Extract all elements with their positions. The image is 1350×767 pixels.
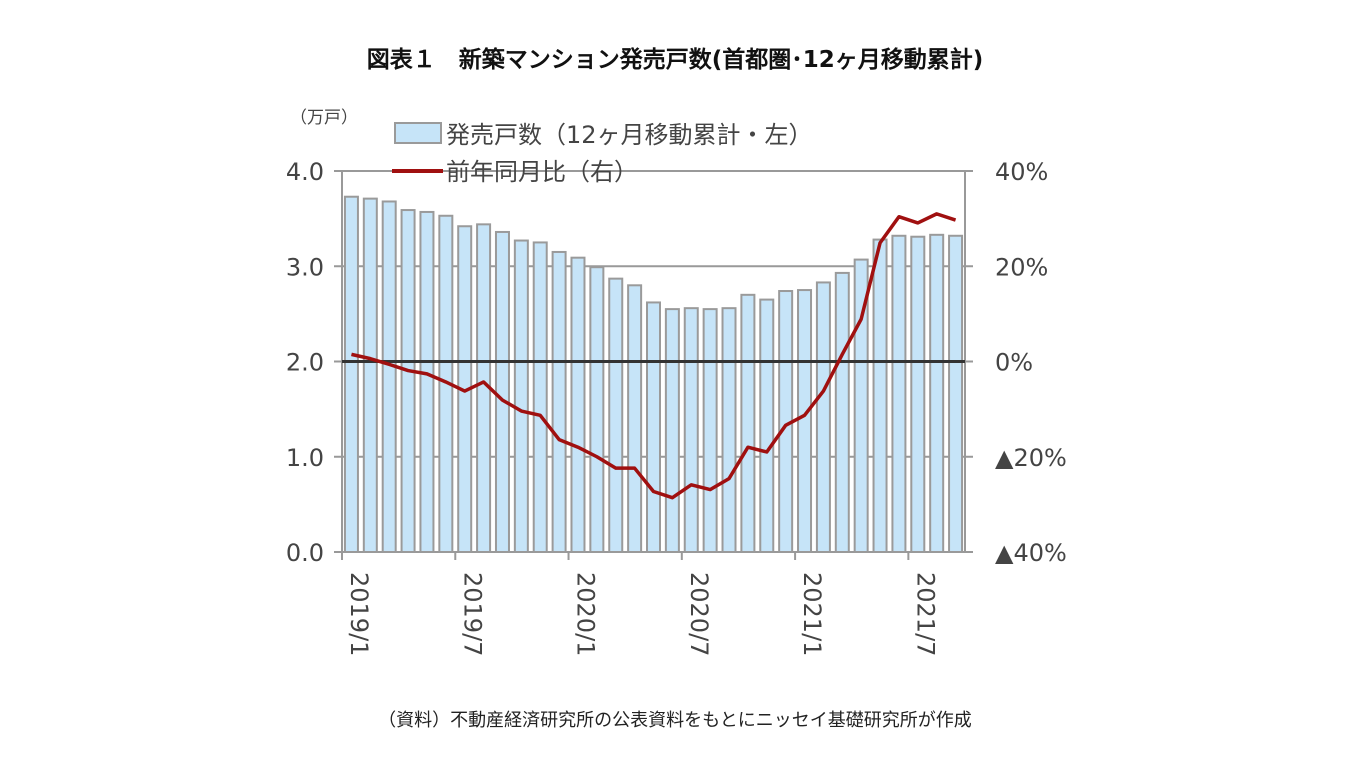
bar <box>513 239 529 553</box>
source-note: （資料）不動産経済研究所の公表資料をもとにニッセイ基礎研究所が作成 <box>378 710 972 731</box>
bar <box>627 284 643 553</box>
bar <box>721 307 737 553</box>
x-tick-label: 2019/7 <box>458 572 486 656</box>
chart-title: 図表１ 新築マンション発売戸数(首都圏･12ヶ月移動累計) <box>366 47 984 73</box>
legend-bar-label: 発売戸数（12ヶ月移動累計・左） <box>446 121 813 149</box>
x-tick-label: 2020/7 <box>685 572 713 656</box>
bar <box>551 250 567 553</box>
bar <box>740 293 756 553</box>
bar <box>815 281 831 553</box>
bar <box>494 230 510 554</box>
left-tick-label: 0.0 <box>286 539 324 567</box>
bar <box>910 235 926 553</box>
legend-bar-swatch <box>394 122 442 144</box>
bar <box>948 234 964 554</box>
x-tick-label: 2021/7 <box>911 572 939 656</box>
bar <box>759 298 775 553</box>
bar <box>570 256 586 553</box>
bar <box>683 307 699 553</box>
bar <box>589 266 605 553</box>
bar <box>834 271 850 553</box>
bar <box>381 200 397 553</box>
right-tick-label: 20% <box>995 253 1048 281</box>
x-tick-label: 2020/1 <box>572 572 600 656</box>
bar <box>853 258 869 553</box>
bar <box>664 308 680 553</box>
x-tick-label: 2019/1 <box>345 572 373 656</box>
bar <box>797 289 813 553</box>
bar <box>929 233 945 553</box>
bar <box>646 301 661 553</box>
bar <box>419 210 435 554</box>
right-tick-label: 0% <box>995 349 1033 377</box>
left-tick-label: 2.0 <box>286 349 324 377</box>
bar <box>532 241 548 553</box>
right-tick-label: 40% <box>995 158 1048 186</box>
bar <box>400 209 416 554</box>
left-axis-unit: （万戸） <box>290 108 358 128</box>
right-tick-label: ▲20% <box>995 444 1067 472</box>
right-tick-label: ▲40% <box>995 539 1067 567</box>
left-tick-label: 3.0 <box>286 253 324 281</box>
left-tick-label: 1.0 <box>286 444 324 472</box>
bar <box>362 197 378 553</box>
legend-line-label: 前年同月比（右） <box>446 158 638 186</box>
left-tick-label: 4.0 <box>286 158 324 186</box>
bar <box>702 308 718 553</box>
bar <box>343 195 359 553</box>
x-tick-label: 2021/1 <box>798 572 826 656</box>
bar <box>872 238 888 554</box>
bar <box>891 234 907 554</box>
bar <box>608 277 624 553</box>
